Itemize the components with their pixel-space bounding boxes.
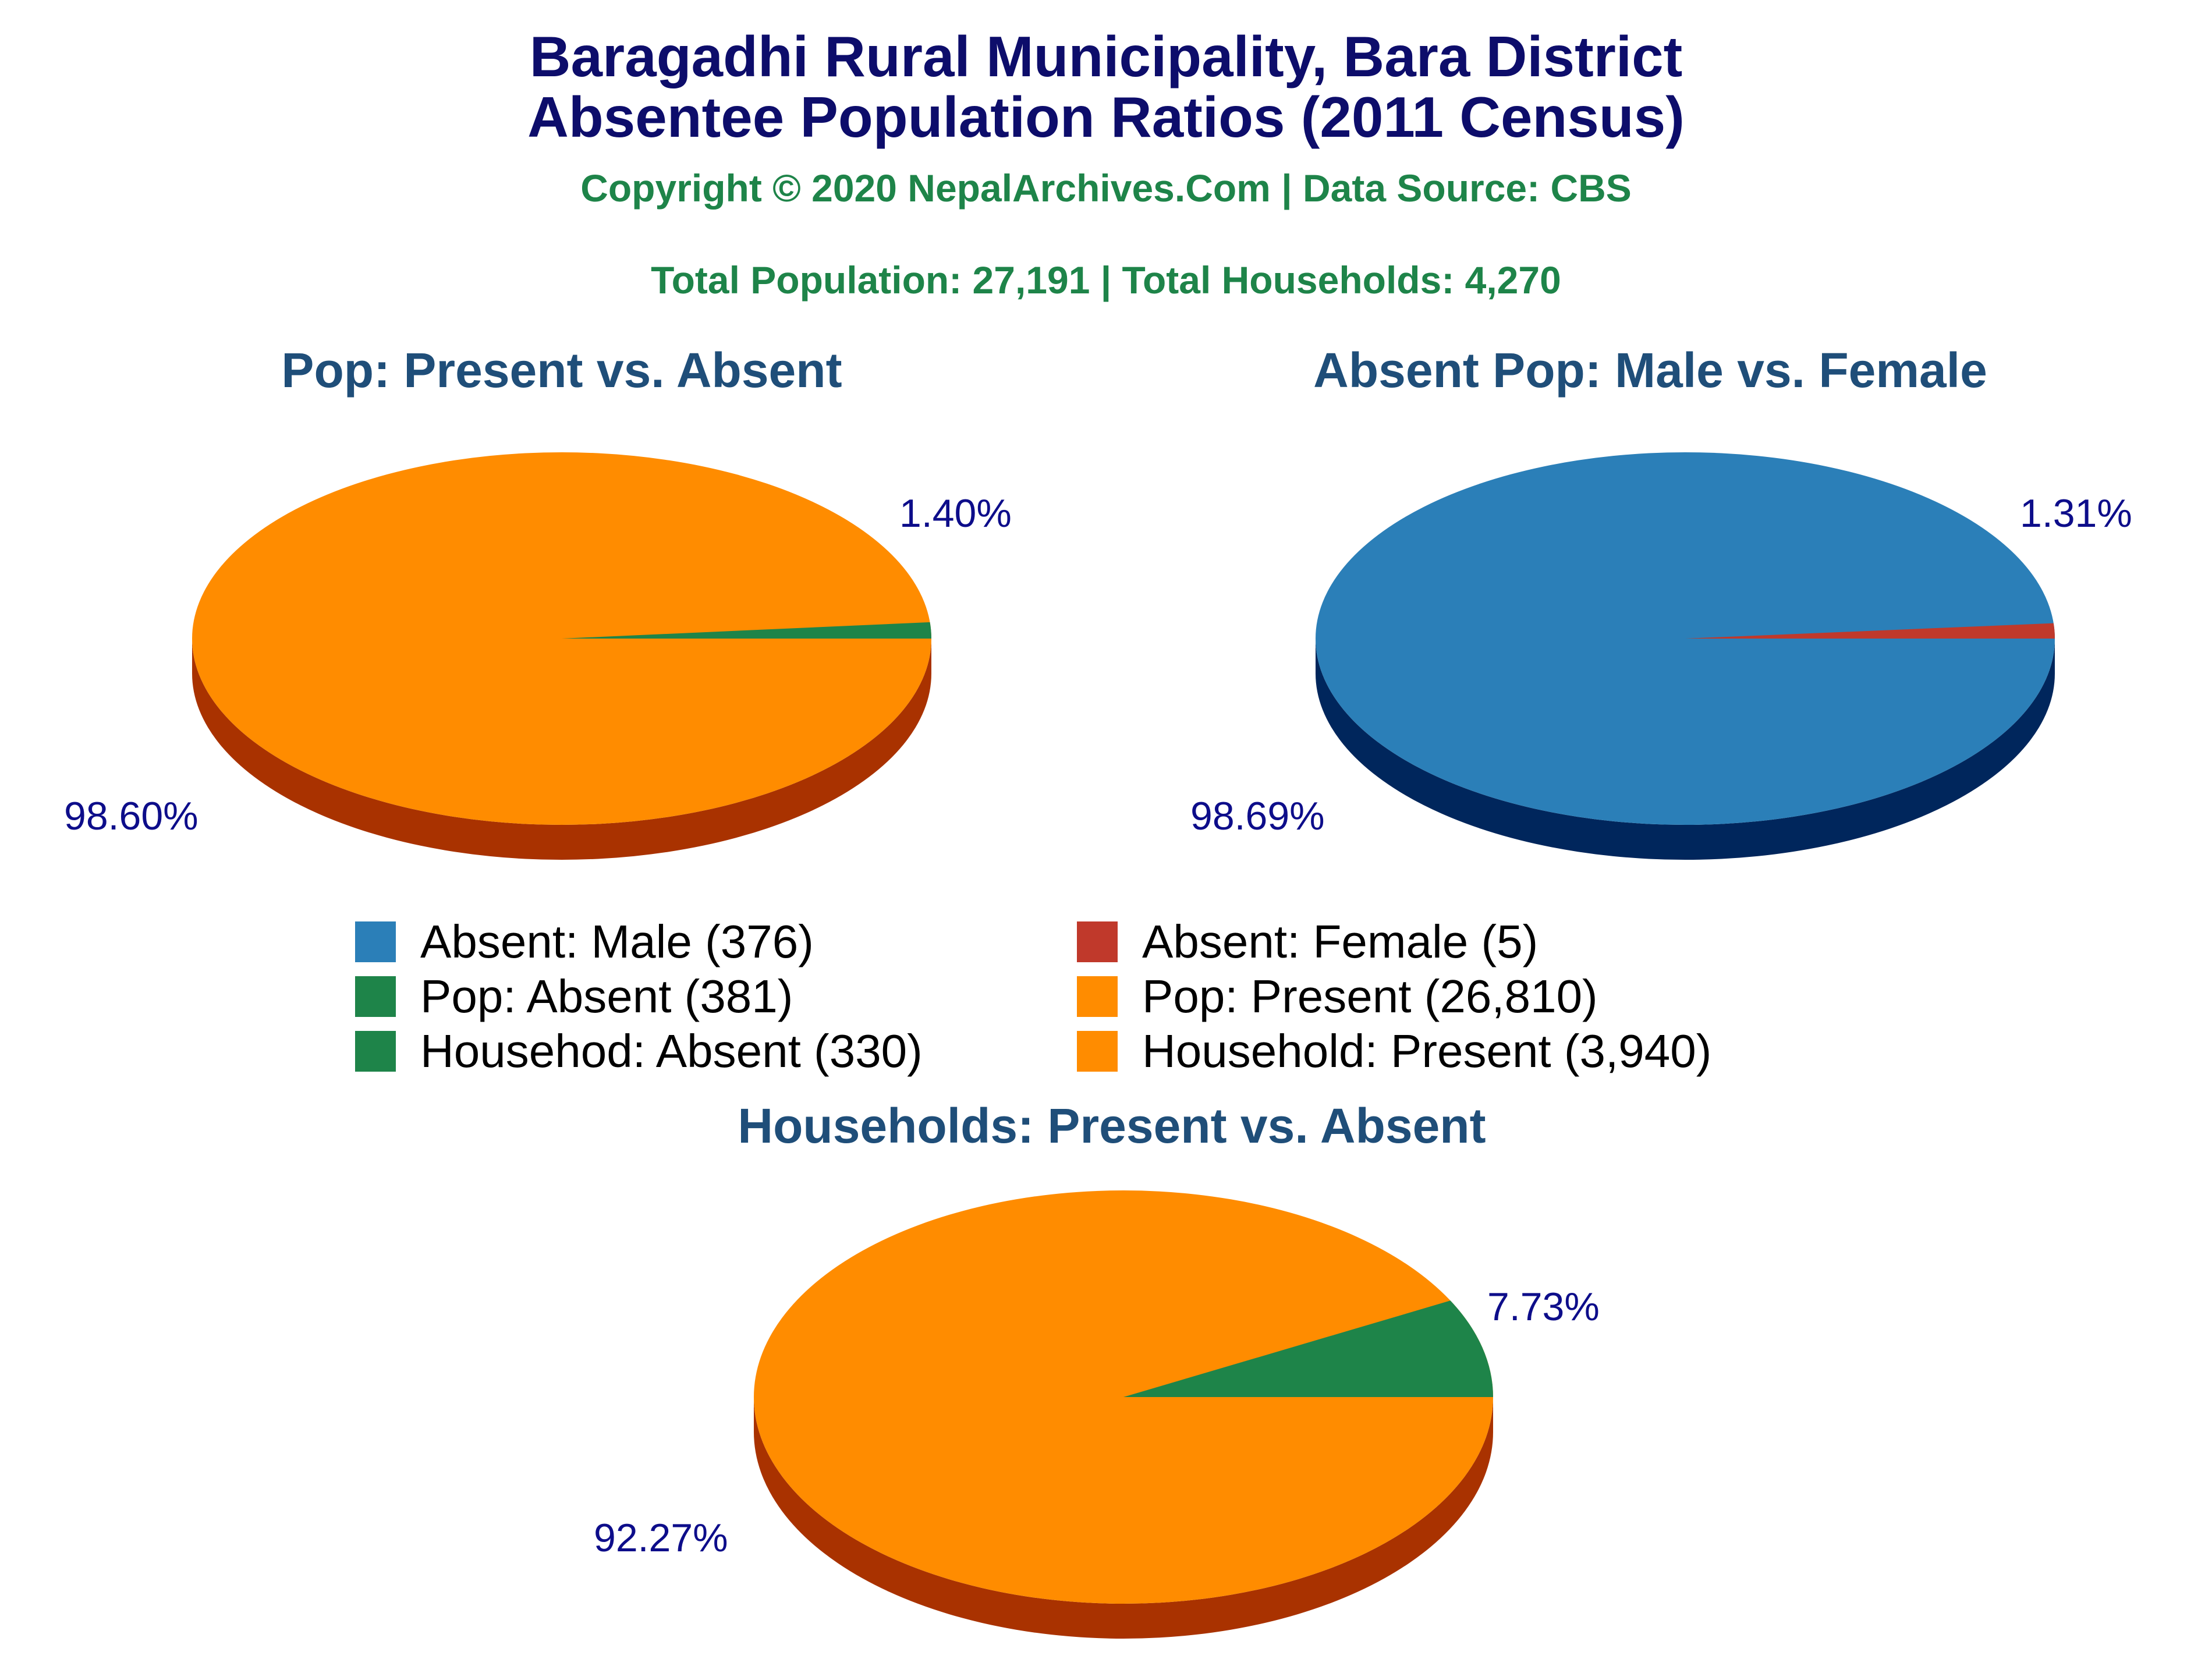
legend-label: Househod: Absent (330) [420, 1025, 923, 1077]
pie-title-population: Pop: Present vs. Absent [281, 343, 842, 398]
copyright-text: Copyright © 2020 NepalArchives.Com | Dat… [580, 166, 1632, 210]
legend-label: Absent: Male (376) [420, 916, 814, 967]
legend-item-household-absent: Househod: Absent (330) [355, 1025, 1077, 1078]
pie-label-large-slice: 98.69% [1190, 794, 1325, 838]
orange-swatch-icon [1077, 976, 1118, 1017]
legend-item-household-present: Household: Present (3,940) [1077, 1025, 1845, 1078]
pie-label-large-slice: 92.27% [594, 1516, 728, 1560]
green-swatch-icon [355, 1031, 396, 1072]
orange-swatch-icon [1077, 1031, 1118, 1072]
legend-label: Pop: Absent (381) [420, 970, 793, 1022]
pie-label-small-slice: 1.40% [899, 491, 1012, 536]
pie-chart-absent-gender: 1.31% 98.69% [1190, 452, 2132, 860]
totals-text: Total Population: 27,191 | Total Househo… [651, 258, 1561, 302]
legend-label: Pop: Present (26,810) [1142, 970, 1598, 1022]
legend-label: Household: Present (3,940) [1142, 1025, 1712, 1077]
pie-slice-househod-absent [1123, 1300, 1493, 1397]
pie-slice-absent-female [1685, 623, 2055, 639]
legend-item-pop-absent: Pop: Absent (381) [355, 970, 1077, 1023]
pie-chart-households: 7.73% 92.27% [594, 1190, 1600, 1639]
pie-title-households: Households: Present vs. Absent [738, 1098, 1486, 1153]
blue-swatch-icon [355, 921, 396, 962]
legend: Absent: Male (376) Absent: Female (5) Po… [355, 915, 1869, 1078]
pie-side-wall [192, 639, 931, 860]
chart-title-line2: Absentee Population Ratios (2011 Census) [527, 85, 1685, 149]
pie-label-small-slice: 1.31% [2020, 491, 2132, 536]
legend-item-absent-male: Absent: Male (376) [355, 915, 1077, 969]
pie-title-absent-gender: Absent Pop: Male vs. Female [1313, 343, 1987, 398]
pie-slice-pop-absent [562, 622, 931, 639]
green-swatch-icon [355, 976, 396, 1017]
pie-side-wall [1316, 639, 2055, 860]
red-swatch-icon [1077, 921, 1118, 962]
legend-item-absent-female: Absent: Female (5) [1077, 915, 1845, 969]
pie-side-wall [754, 1397, 1493, 1639]
pie-label-large-slice: 98.60% [64, 794, 198, 838]
pie-chart-population: 1.40% 98.60% [64, 452, 1012, 860]
legend-item-pop-present: Pop: Present (26,810) [1077, 970, 1845, 1023]
pie-label-small-slice: 7.73% [1487, 1285, 1600, 1329]
chart-title-line1: Baragadhi Rural Municipality, Bara Distr… [529, 24, 1683, 88]
legend-label: Absent: Female (5) [1142, 916, 1539, 967]
